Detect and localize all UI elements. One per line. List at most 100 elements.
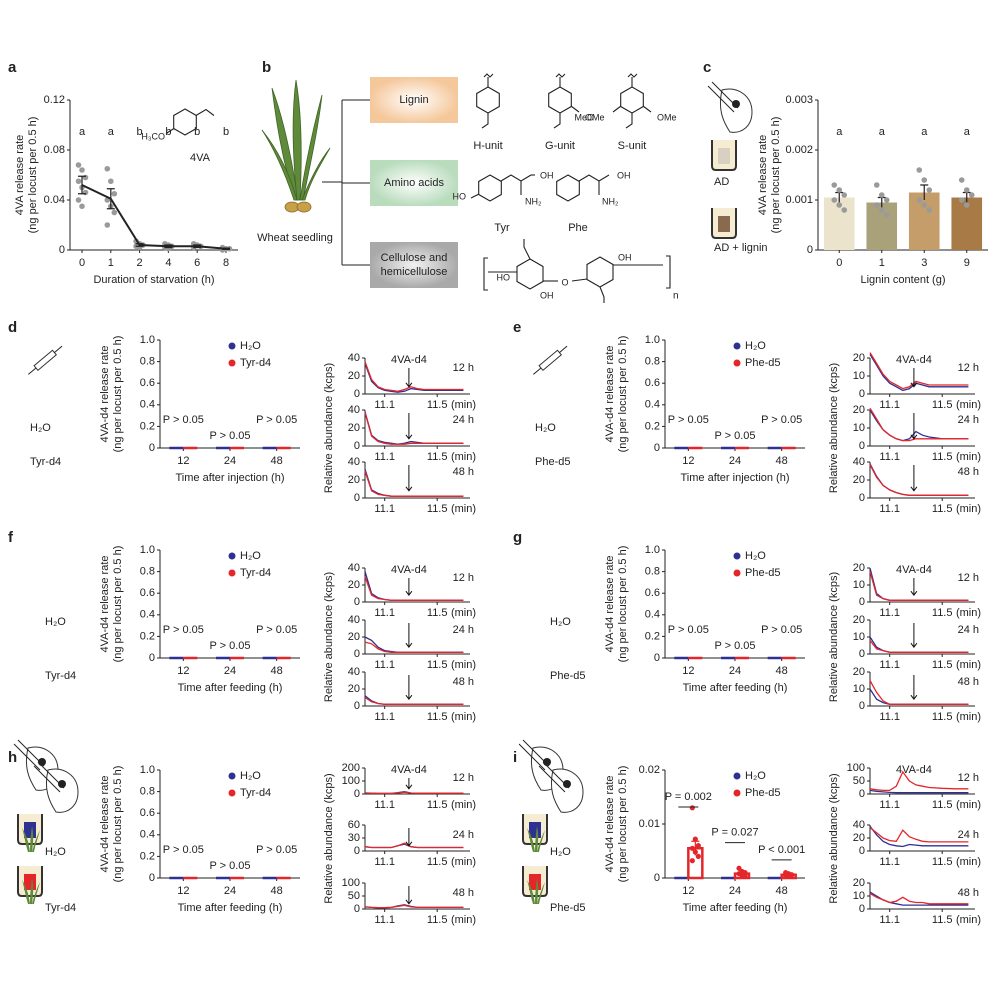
y-axis-label: (ng per locust per 0.5 h) bbox=[27, 117, 39, 234]
data-point bbox=[841, 207, 848, 213]
p-value: P > 0.05 bbox=[761, 414, 802, 426]
legend-label: Phe-d5 bbox=[745, 787, 780, 799]
trace bbox=[364, 842, 464, 849]
legend-marker bbox=[733, 342, 741, 350]
significance-letter: a bbox=[108, 126, 115, 138]
wheat-leaf bbox=[527, 880, 535, 904]
legend-marker bbox=[228, 342, 236, 350]
condition-label: Tyr-d4 bbox=[30, 456, 61, 468]
y-axis-label: (ng per locust per 0.5 h) bbox=[770, 117, 782, 234]
unit-label: G-unit bbox=[545, 140, 575, 152]
legend-marker bbox=[228, 569, 236, 577]
error-bar bbox=[193, 244, 202, 249]
peak-arrow bbox=[405, 465, 413, 492]
syringe-icon bbox=[28, 345, 63, 375]
bond bbox=[570, 105, 580, 113]
x-tick-label: 1 bbox=[108, 257, 114, 269]
x-tick-label: 6 bbox=[194, 257, 200, 269]
x-tick-label: 11.5 bbox=[427, 607, 448, 619]
x-unit: (min) bbox=[956, 711, 981, 723]
locust-eye bbox=[38, 758, 46, 766]
x-tick-label: 11.1 bbox=[879, 711, 900, 723]
peak-arrow bbox=[405, 828, 413, 847]
syringe-needle bbox=[533, 367, 542, 375]
subplot-label: 24 h bbox=[453, 624, 474, 636]
panel-letter: g bbox=[513, 529, 522, 546]
locust-head bbox=[550, 768, 584, 813]
y-axis-label: (ng per locust per 0.5 h) bbox=[617, 766, 629, 883]
p-value: P > 0.05 bbox=[209, 860, 250, 872]
peak-arrow bbox=[910, 623, 918, 649]
trace bbox=[364, 361, 464, 392]
y-tick-label: 0 bbox=[859, 440, 865, 452]
x-unit: (min) bbox=[956, 503, 981, 515]
y-axis-label: 4VA-d4 release rate bbox=[99, 775, 111, 872]
y-tick-label: 0.8 bbox=[140, 786, 155, 798]
y-tick-label: 0.02 bbox=[639, 764, 660, 776]
x-tick-label: 11.5 bbox=[427, 451, 448, 463]
x-tick-label: 1 bbox=[879, 257, 885, 269]
y-tick-label: 200 bbox=[342, 762, 360, 774]
y-tick-label: 20 bbox=[853, 474, 865, 486]
y-tick-label: 20 bbox=[348, 631, 360, 643]
locust-icon bbox=[33, 761, 79, 813]
y-tick-label: 0.001 bbox=[785, 194, 813, 206]
y-tick-label: 0 bbox=[807, 244, 813, 256]
bond bbox=[627, 73, 638, 87]
peak-arrow bbox=[405, 413, 413, 440]
y-tick-label: 10 bbox=[853, 579, 865, 591]
structure-label: H₃CO bbox=[141, 131, 165, 141]
data-point bbox=[695, 843, 701, 849]
panel-letter: h bbox=[8, 749, 17, 766]
locust-icon bbox=[538, 761, 584, 813]
p-value: P > 0.05 bbox=[256, 844, 297, 856]
peak-arrow bbox=[910, 413, 918, 440]
x-tick-label: 24 bbox=[729, 885, 741, 897]
data-point bbox=[111, 209, 118, 216]
cup-icon bbox=[711, 208, 737, 239]
trace bbox=[869, 827, 969, 843]
peak-arrow bbox=[910, 368, 918, 388]
bond bbox=[523, 239, 531, 260]
unit-label: H-unit bbox=[473, 140, 502, 152]
x-tick-label: 11.5 bbox=[427, 914, 448, 926]
y-tick-label: 60 bbox=[348, 819, 360, 831]
wheat-leaf bbox=[537, 830, 545, 852]
data-point bbox=[831, 197, 838, 203]
x-unit: (min) bbox=[451, 503, 476, 515]
condition-label: H₂O bbox=[535, 422, 556, 434]
x-tick-label: 11.1 bbox=[879, 799, 900, 811]
x-tick-label: 24 bbox=[729, 665, 741, 677]
y-tick-label: 20 bbox=[853, 877, 865, 889]
bond bbox=[599, 286, 605, 303]
y-tick-label: 1.0 bbox=[645, 334, 660, 346]
peak-arrow bbox=[405, 623, 413, 649]
data-point bbox=[878, 192, 885, 198]
wheat-leaf bbox=[32, 830, 40, 852]
cup-content bbox=[718, 148, 730, 164]
bond bbox=[483, 73, 494, 87]
cup-icon bbox=[522, 814, 548, 845]
diagram: b Wheat seedling Lignin Amino acids Cell… bbox=[257, 59, 679, 303]
bond bbox=[612, 105, 622, 113]
x-tick-label: 24 bbox=[729, 455, 741, 467]
locust-icon bbox=[707, 81, 753, 133]
atom-label: n bbox=[673, 291, 679, 302]
y-tick-label: 0 bbox=[654, 652, 660, 664]
error-bar bbox=[920, 184, 929, 200]
data-point bbox=[111, 190, 118, 197]
y-tick-label: 0.6 bbox=[140, 377, 155, 389]
wheat-leaf bbox=[32, 882, 40, 904]
atom-label: HO bbox=[497, 272, 511, 282]
data-point bbox=[692, 836, 698, 842]
data-point bbox=[921, 202, 928, 208]
x-tick-label: 8 bbox=[223, 257, 229, 269]
x-tick-label: 11.5 bbox=[932, 659, 953, 671]
data-point bbox=[916, 197, 923, 203]
y-tick-label: 0 bbox=[149, 652, 155, 664]
y-tick-label: 20 bbox=[348, 683, 360, 695]
legend-marker bbox=[733, 552, 741, 560]
amino-acid-label: Phe bbox=[568, 222, 588, 234]
pipette bbox=[711, 81, 739, 109]
